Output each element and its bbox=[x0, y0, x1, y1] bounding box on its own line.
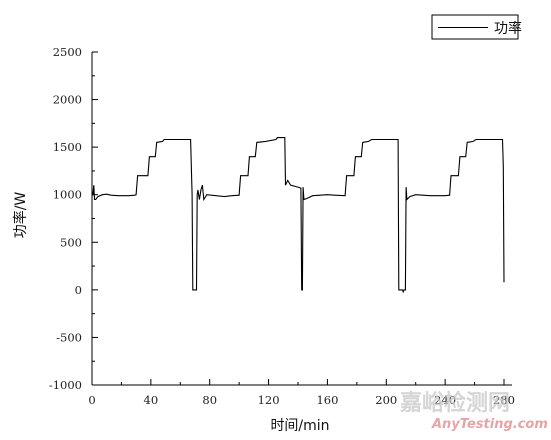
x-tick-label: 120 bbox=[258, 393, 280, 407]
x-tick-label: 160 bbox=[316, 393, 338, 407]
y-tick-label: 0 bbox=[75, 283, 82, 297]
y-tick-label: 500 bbox=[60, 235, 82, 249]
x-tick-label: 240 bbox=[434, 393, 456, 407]
x-axis-title: 时间/min bbox=[270, 418, 329, 434]
watermark-sub: AnyTesting.com bbox=[431, 417, 548, 432]
watermark: 嘉峪检测网 AnyTesting.com bbox=[400, 390, 548, 432]
axis-ticks bbox=[91, 51, 505, 386]
x-tick-label: 200 bbox=[375, 393, 397, 407]
legend-label: 功率 bbox=[494, 20, 522, 37]
plot-frame bbox=[91, 52, 512, 386]
axis-tick-labels: 0 40 80 120 160 200 240 280 -1000 -500 0 500 1000 150… bbox=[49, 45, 515, 407]
x-tick-label: 280 bbox=[493, 393, 515, 407]
y-tick-label: 2500 bbox=[53, 45, 82, 59]
y-tick-label: -1000 bbox=[49, 378, 82, 392]
watermark-main: 嘉峪检测网 bbox=[400, 390, 510, 416]
x-tick-label: 0 bbox=[88, 393, 95, 407]
x-tick-label: 80 bbox=[202, 393, 217, 407]
y-tick-label: 1000 bbox=[53, 188, 82, 202]
y-tick-label: 1500 bbox=[53, 140, 82, 154]
legend: 功率 bbox=[431, 14, 522, 40]
y-tick-label: -500 bbox=[56, 330, 82, 344]
power-series-line bbox=[92, 137, 505, 294]
y-tick-label: 2000 bbox=[53, 93, 82, 107]
y-axis-title: 功率/W bbox=[12, 192, 29, 239]
x-tick-label: 40 bbox=[144, 393, 159, 407]
